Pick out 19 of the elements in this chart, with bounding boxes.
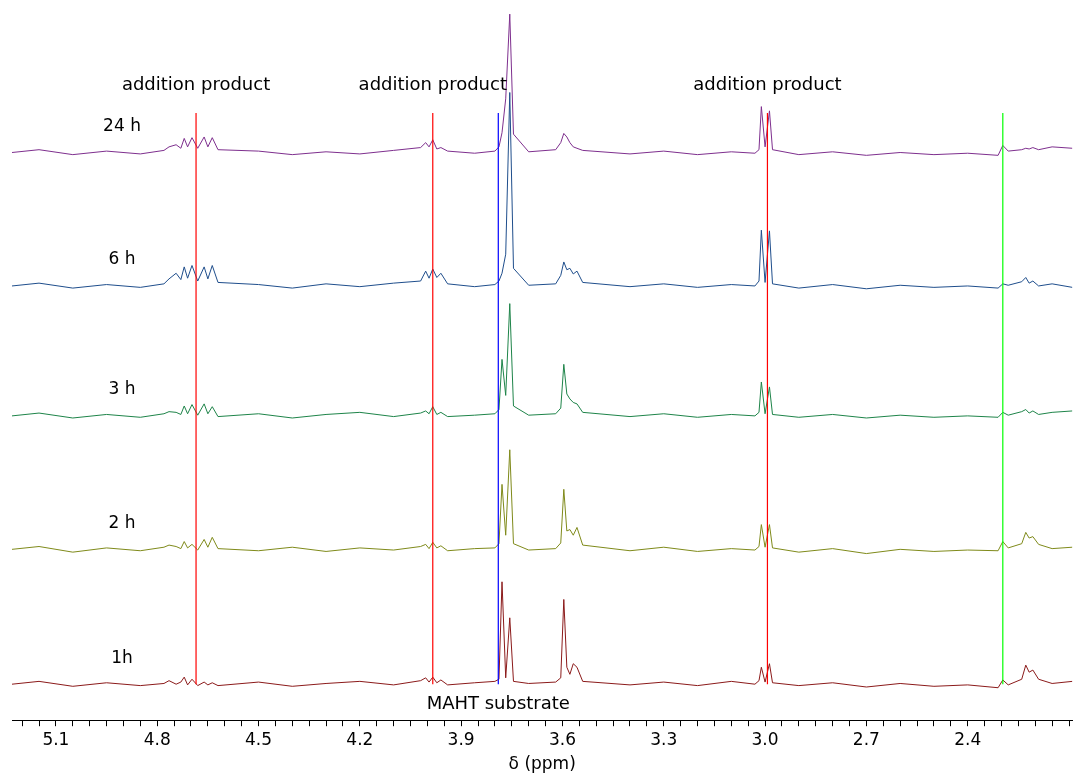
series-label: 24 h [103, 114, 141, 135]
series-label: 1h [111, 646, 133, 667]
x-tick-label: 2.7 [852, 728, 880, 749]
series-label: 2 h [108, 511, 136, 532]
x-tick-label: 4.5 [245, 728, 273, 749]
x-tick-label: 5.1 [42, 728, 70, 749]
series-label: 3 h [108, 378, 136, 399]
x-tick-label: 3.6 [548, 728, 576, 749]
ref-line-label: addition product [693, 72, 842, 94]
x-tick-label: 3.3 [650, 728, 678, 749]
series-label: 6 h [108, 248, 136, 269]
x-tick-label: 2.4 [954, 728, 982, 749]
ref-line-label: addition product [121, 72, 271, 94]
x-axis-title: δ (ppm) [508, 753, 576, 774]
ref-line-label: MAHT substrate [426, 691, 570, 713]
x-tick-label: 3.9 [447, 728, 475, 749]
x-tick-label: 4.8 [143, 728, 171, 749]
x-tick-label: 3.0 [751, 728, 779, 749]
x-tick-label: 4.2 [346, 728, 374, 749]
